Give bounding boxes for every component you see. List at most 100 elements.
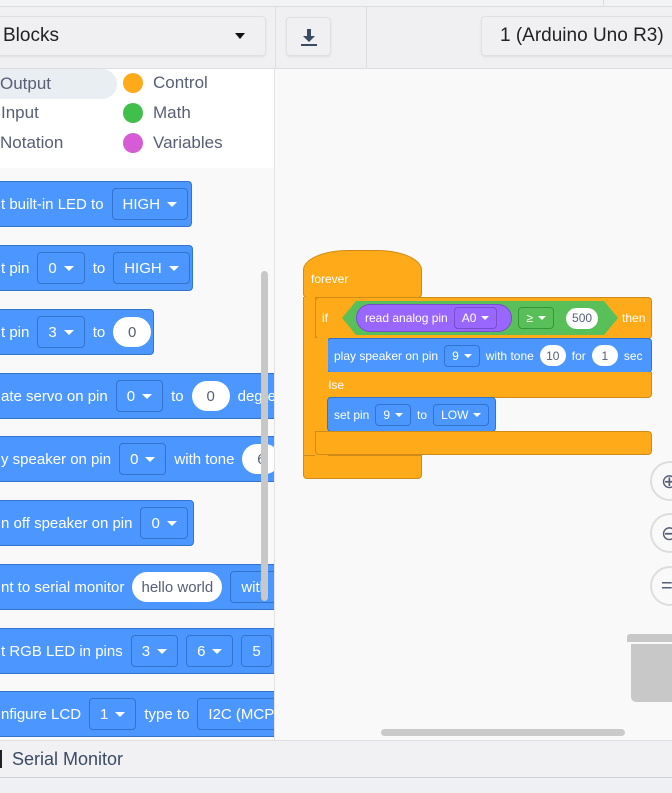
zoom-out-button[interactable]: ⊖ (650, 513, 672, 553)
download-button[interactable] (286, 17, 331, 56)
level-dropdown[interactable]: LOW (433, 403, 490, 426)
dropdown-arrow-icon (538, 316, 546, 320)
block-rotate-servo[interactable]: ate servo on pin 0 to 0 degre (0, 373, 275, 419)
category-notation[interactable]: Notation (0, 128, 63, 158)
block-play-speaker[interactable]: y speaker on pin 0 with tone 6 (0, 436, 274, 482)
block-text: to (417, 407, 428, 422)
read-analog-block[interactable]: read analog pin A0 (356, 304, 512, 332)
board-select[interactable]: 1 (Arduino Uno R3) (481, 16, 672, 56)
analog-pin-dropdown[interactable]: A0 (454, 307, 498, 329)
dropdown[interactable]: 6 (186, 635, 234, 667)
duration-input[interactable]: 1 (591, 345, 618, 366)
comparison-block[interactable]: read analog pin A0 ≥ 500 (342, 301, 618, 335)
dropdown-value: LOW (441, 407, 469, 422)
caret-down-icon (235, 33, 245, 39)
dropdown[interactable]: 0 (37, 252, 85, 284)
block-text: nt to serial monitor (1, 578, 125, 596)
dropdown-arrow-icon (168, 265, 179, 271)
category-label: Notation (0, 133, 64, 152)
set-pin-block[interactable]: set pin 9 to LOW (327, 397, 496, 432)
block-text: type to (144, 705, 190, 723)
number-input[interactable]: 0 (191, 381, 230, 411)
dropdown-value: I2C (MCP2 (208, 705, 275, 723)
dropdown[interactable]: 0 (140, 507, 188, 539)
board-select-label: 1 (Arduino Uno R3) (500, 25, 664, 46)
category-output[interactable]: Output (0, 69, 117, 99)
dropdown-arrow-icon (166, 520, 177, 526)
dropdown-arrow-icon (157, 648, 168, 654)
dropdown-value: 0 (151, 514, 160, 532)
tone-input[interactable]: 10 (539, 345, 566, 366)
if-else-block[interactable]: if read analog pin A0 ≥ 500 then (315, 297, 652, 339)
dropdown[interactable]: 3 (37, 316, 85, 348)
dropdown[interactable]: 5 (241, 635, 272, 667)
download-icon (300, 28, 317, 46)
dropdown-arrow-icon (142, 393, 153, 399)
zoom-out-icon: ⊖ (661, 522, 672, 545)
block-text: to (92, 323, 106, 341)
block-print-serial[interactable]: nt to serial monitor hello world with (0, 564, 274, 610)
block-text: t pin (1, 323, 30, 341)
script-canvas: forever if read analog pin A0 ≥ 500 then … (276, 69, 672, 740)
dropdown[interactable]: 1 (89, 698, 137, 730)
dropdown-value: ≥ (526, 311, 534, 325)
canvas-horizontal-scrollbar[interactable] (381, 729, 625, 736)
else-section: else (315, 372, 652, 398)
dropdown-arrow-icon (481, 316, 489, 320)
palette-scrollbar[interactable] (261, 271, 268, 601)
dropdown[interactable]: HIGH (111, 188, 189, 220)
dropdown[interactable]: 0 (119, 443, 167, 475)
block-text: degre (237, 387, 275, 405)
block-configure-lcd[interactable]: nfigure LCD 1 type to I2C (MCP2 (0, 691, 275, 737)
serial-monitor-label: Serial Monitor (12, 748, 124, 769)
dropdown-value: 6 (197, 642, 206, 660)
dropdown-arrow-icon (63, 265, 74, 271)
category-control[interactable]: Control (123, 69, 208, 98)
threshold-input[interactable]: 500 (566, 308, 598, 329)
block-text: read analog pin (365, 311, 448, 325)
block-set-builtin-led[interactable]: t built-in LED to HIGH (0, 181, 192, 227)
dropdown[interactable]: HIGH (113, 252, 190, 284)
block-text: to (92, 259, 106, 277)
blocks-mode-select[interactable]: Blocks (0, 16, 266, 56)
dropdown-arrow-icon (167, 201, 178, 207)
block-text: to (171, 387, 184, 405)
trash-lid-icon (627, 634, 672, 642)
play-speaker-block[interactable]: play speaker on pin 9 with tone 10 for 1 sec (327, 338, 652, 373)
category-label: Input (1, 103, 39, 122)
then-label: then (622, 311, 646, 325)
block-text: with tone (485, 348, 534, 363)
zoom-reset-button[interactable]: = (650, 566, 672, 606)
pin-dropdown[interactable]: 9 (375, 403, 412, 426)
pin-dropdown[interactable]: 9 (444, 344, 480, 367)
trash-icon[interactable] (631, 644, 672, 702)
dropdown-value: 0 (48, 259, 57, 277)
dropdown[interactable]: 0 (115, 380, 164, 412)
blocks-select-label: Blocks (3, 25, 59, 46)
block-text: n off speaker on pin (1, 514, 133, 532)
top-strip (0, 0, 672, 7)
math-color-dot (123, 103, 143, 123)
forever-block[interactable]: forever (303, 250, 422, 298)
serial-monitor-bar[interactable]: Serial Monitor (0, 740, 672, 778)
text-input[interactable]: hello world (132, 572, 223, 602)
category-label: Variables (153, 133, 223, 152)
if-label: if (322, 311, 328, 325)
category-input[interactable]: Input (1, 98, 39, 128)
dropdown[interactable]: I2C (MCP2 (197, 698, 275, 730)
category-math[interactable]: Math (123, 98, 191, 128)
zoom-in-button[interactable]: ⊕ (650, 461, 672, 501)
block-set-pin-analog[interactable]: t pin 3 to 0 (0, 309, 154, 355)
category-label: Control (153, 73, 208, 92)
number-input[interactable]: 0 (113, 317, 152, 347)
block-turn-off-speaker[interactable]: n off speaker on pin 0 (0, 500, 194, 546)
category-variables[interactable]: Variables (123, 128, 223, 158)
dropdown-value: A0 (461, 311, 477, 325)
number-input[interactable]: 6 (242, 444, 274, 474)
operator-dropdown[interactable]: ≥ (518, 307, 554, 329)
dropdown[interactable]: with (230, 571, 274, 603)
dropdown[interactable]: 3 (130, 635, 179, 667)
category-label: Output (0, 74, 52, 93)
block-set-rgb-led[interactable]: t RGB LED in pins 3 6 5 (0, 628, 274, 674)
block-set-pin-digital[interactable]: t pin 0 to HIGH (0, 245, 193, 291)
